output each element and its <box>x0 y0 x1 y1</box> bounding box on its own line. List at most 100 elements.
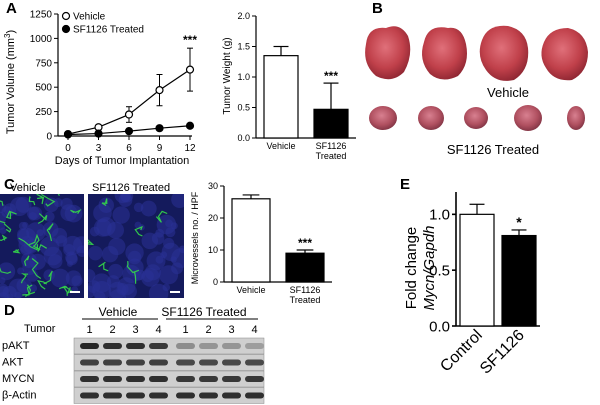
series-line-0 <box>67 69 191 135</box>
blot-band <box>103 359 122 366</box>
nucleus <box>47 254 63 269</box>
x-tick-label: 12 <box>184 143 196 154</box>
panel-label-a: A <box>6 0 17 17</box>
data-point <box>185 121 195 130</box>
blot-band <box>80 359 99 366</box>
western-blot: Vehicle SF1126 Treated Tumor 1 2 3 4 1 2 3 4 pA… <box>2 305 265 404</box>
nucleus <box>0 211 7 224</box>
nucleus <box>42 221 59 238</box>
nucleus <box>60 197 73 211</box>
tumor-volume-ylabel: Tumor Volume (mm3) <box>3 30 17 134</box>
nucleus <box>108 237 126 256</box>
blot-band <box>103 343 122 349</box>
y-tick-label: 10 <box>208 245 218 255</box>
nucleus <box>171 248 184 268</box>
nucleus <box>148 283 169 298</box>
microvessel <box>3 223 12 233</box>
nucleus <box>140 200 157 217</box>
y-tick-label: 1000 <box>30 34 53 45</box>
blot-row-label: β-Actin <box>2 390 36 402</box>
microvessel <box>0 267 12 274</box>
microvessel <box>88 239 95 246</box>
x-tick-label: 3 <box>96 143 102 154</box>
nucleus <box>63 235 83 256</box>
blot-band <box>80 343 99 349</box>
category-label: Vehicle <box>236 285 265 295</box>
microvessel <box>40 194 56 207</box>
nucleus <box>88 245 103 261</box>
microscopy-vehicle-image <box>0 194 84 298</box>
y-tick-label: 1250 <box>30 10 53 21</box>
legend-marker <box>61 11 71 21</box>
category-label: SF1126 <box>290 285 321 295</box>
y-tick-label: 20 <box>208 213 218 223</box>
vehicle-tumor-2 <box>422 27 467 80</box>
y-tick-label: 0.0 <box>237 133 250 143</box>
microvessel <box>37 213 48 224</box>
microscopy-labels: Vehicle SF1126 Treated <box>10 182 170 194</box>
blot-band <box>80 376 99 382</box>
nucleus <box>36 229 44 237</box>
blot-band <box>199 359 218 366</box>
category-label: Treated <box>316 151 347 161</box>
fold-change-ylabel: Fold change <box>403 227 420 310</box>
blot-band <box>80 392 99 399</box>
blot-rows: pAKT AKT MYCN β-Actin <box>2 337 265 404</box>
nucleus <box>43 197 59 213</box>
significance-annotation: * <box>516 214 522 230</box>
y-tick-label: 0.5 <box>237 103 250 113</box>
treated-photo-label: SF1126 Treated <box>447 142 539 157</box>
significance-annotation: *** <box>324 69 338 83</box>
nucleus <box>50 268 70 288</box>
blot-band <box>245 392 264 399</box>
microvessel <box>43 270 53 285</box>
panel-label-e: E <box>400 176 411 193</box>
nucleus <box>15 196 32 213</box>
blot-band <box>149 343 168 349</box>
nucleus <box>66 260 73 267</box>
bar-vehicle <box>263 55 299 139</box>
microvessels-ylabel: Microvessels no. / HPF <box>190 191 200 284</box>
nucleus <box>44 211 55 222</box>
microvessel <box>28 233 40 247</box>
lane-number: 4 <box>251 324 257 336</box>
blot-band <box>245 376 264 382</box>
blot-band <box>199 343 218 349</box>
blot-band <box>149 376 168 382</box>
blot-band <box>126 376 145 382</box>
tumor-photos: Vehicle SF1126 Treated <box>365 25 588 157</box>
microvessel <box>31 258 42 279</box>
data-point <box>155 86 164 95</box>
nucleus <box>120 194 134 203</box>
microvessel <box>36 194 45 205</box>
blot-band <box>199 392 218 399</box>
category-label: Vehicle <box>266 141 295 151</box>
data-point <box>124 127 134 136</box>
nucleus <box>117 277 136 296</box>
nucleus <box>17 267 25 275</box>
microvessel <box>46 223 54 242</box>
y-tick-label: 0 <box>46 132 52 143</box>
lane-number: 1 <box>86 324 92 336</box>
microscopy-vehicle <box>0 194 84 298</box>
vehicle-tumor-4 <box>541 28 588 81</box>
microscopy-vehicle-label: Vehicle <box>10 182 45 194</box>
legend-marker <box>61 24 71 34</box>
y-tick-label: 30 <box>208 181 218 191</box>
y-tick-label: 500 <box>35 83 52 94</box>
significance-annotation: *** <box>183 33 197 47</box>
category-label: SF1126 <box>316 141 347 151</box>
bar-sf1126-treated <box>313 108 349 139</box>
panel-label-d: D <box>4 302 15 319</box>
blot-row-label: pAKT <box>2 340 30 352</box>
y-tick-label: 0.0 <box>429 318 450 335</box>
y-tick-label: 0.5 <box>429 262 450 279</box>
vehicle-photo-label: Vehicle <box>487 85 529 100</box>
lane-number: 2 <box>109 324 115 336</box>
blot-band <box>222 359 241 366</box>
tumor-volume-chart: 0 250 500 750 1000 1250 0 3 6 9 12 *** Vehicle SF11… <box>3 10 197 168</box>
panel-label-c: C <box>4 176 15 193</box>
